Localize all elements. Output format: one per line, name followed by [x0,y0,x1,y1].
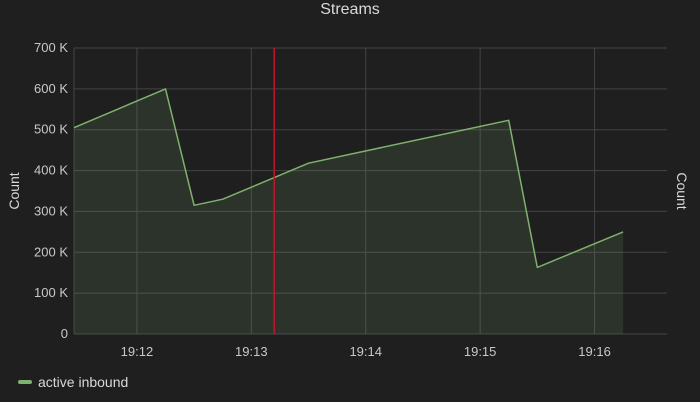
y-tick-label: 100 K [34,285,68,300]
y-tick-label: 300 K [34,203,68,218]
y-axis-label-left: Count [6,172,22,209]
x-axis-ticks: 19:12 19:13 19:14 19:15 19:16 [121,344,611,359]
legend[interactable]: active inbound [18,373,128,391]
series-line[interactable] [73,88,624,269]
grid-lines [73,47,667,335]
y-tick-label: 700 K [34,40,68,55]
y-tick-label: 500 K [34,122,68,137]
y-tick-label: 0 [61,326,68,341]
series-area-fill [74,88,624,335]
y-tick-label: 200 K [34,244,68,259]
legend-swatch-icon [18,380,32,384]
x-tick-label: 19:15 [464,344,497,359]
legend-label-active-inbound[interactable]: active inbound [38,374,129,390]
y-tick-label: 600 K [34,81,68,96]
panel-title[interactable]: Streams [320,1,380,18]
x-tick-label: 19:16 [578,344,611,359]
x-tick-label: 19:12 [121,344,154,359]
y-axis-ticks: 0 100 K 200 K 300 K 400 K 500 K 600 K 700 K [34,40,68,341]
y-axis-label-right: Count [674,172,690,209]
chart-area: 0 100 K 200 K 300 K 400 K 500 K 600 K 700 K 19:… [6,40,690,359]
y-tick-label: 400 K [34,163,68,178]
x-tick-label: 19:14 [349,344,382,359]
x-tick-label: 19:13 [235,344,268,359]
